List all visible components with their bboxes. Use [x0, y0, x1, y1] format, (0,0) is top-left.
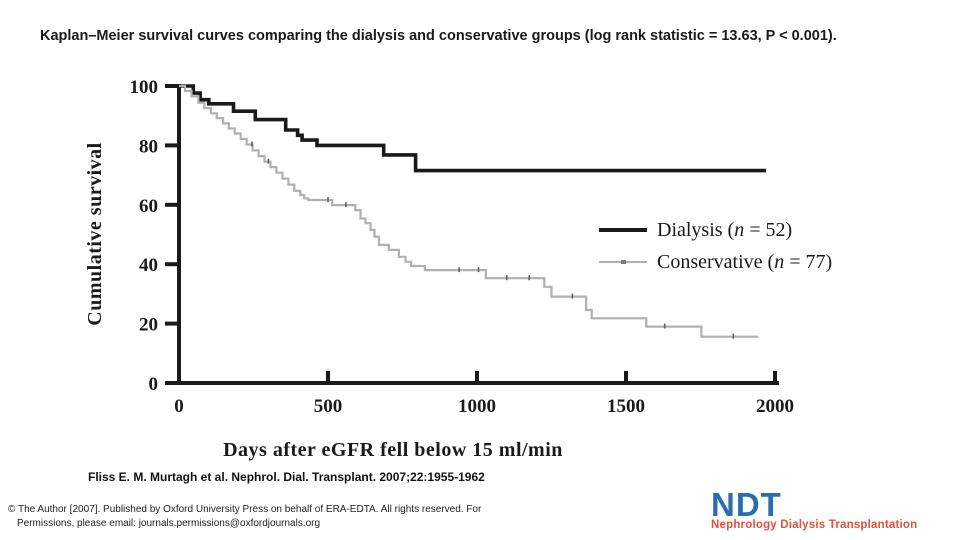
x-tick-label: 500 [314, 396, 343, 417]
conservative-line-sample [599, 260, 647, 264]
legend-censor-tick [621, 260, 626, 264]
citation-text: Fliss E. M. Murtagh et al. Nephrol. Dial… [88, 470, 485, 484]
legend-label-conservative: Conservative (n = 77) [657, 250, 833, 273]
y-tick-label: 80 [139, 136, 158, 157]
x-tick-label: 1500 [607, 396, 645, 417]
ndt-logo-subtitle: Nephrology Dialysis Transplantation [711, 519, 918, 531]
legend-label-dialysis: Dialysis (n = 52) [657, 218, 793, 241]
legend-item-dialysis: Dialysis (n = 52) [599, 214, 832, 246]
x-axis-title: Days after eGFR fell below 15 ml/min [223, 439, 563, 461]
copyright-line-1: © The Author [2007]. Published by Oxford… [8, 504, 482, 515]
copyright-line-2: Permissions, please email: journals.perm… [17, 517, 321, 529]
ndt-logo: NDT Nephrology Dialysis Transplantation [711, 486, 918, 532]
legend-item-conservative: Conservative (n = 77) [599, 246, 832, 278]
y-tick-label: 100 [130, 77, 159, 98]
y-tick-label: 20 [139, 315, 158, 336]
series-conservative [179, 84, 759, 338]
chart-legend: Dialysis (n = 52) Conservative (n = 77) [599, 214, 832, 278]
y-axis-title: Cumulative survival [84, 142, 106, 325]
y-tick-label: 0 [149, 374, 159, 395]
series-dialysis [179, 84, 767, 173]
copyright-footer: © The Author [2007]. Published by Oxford… [8, 503, 481, 530]
ndt-logo-acronym: NDT [711, 486, 782, 523]
figure-title: Kaplan–Meier survival curves comparing t… [40, 28, 837, 44]
x-tick-label: 2000 [756, 396, 794, 417]
y-tick-label: 60 [139, 196, 158, 217]
dialysis-line-sample [599, 228, 647, 232]
y-tick-label: 40 [139, 255, 158, 276]
x-tick-label: 1000 [458, 396, 496, 417]
x-tick-label: 0 [174, 396, 184, 417]
